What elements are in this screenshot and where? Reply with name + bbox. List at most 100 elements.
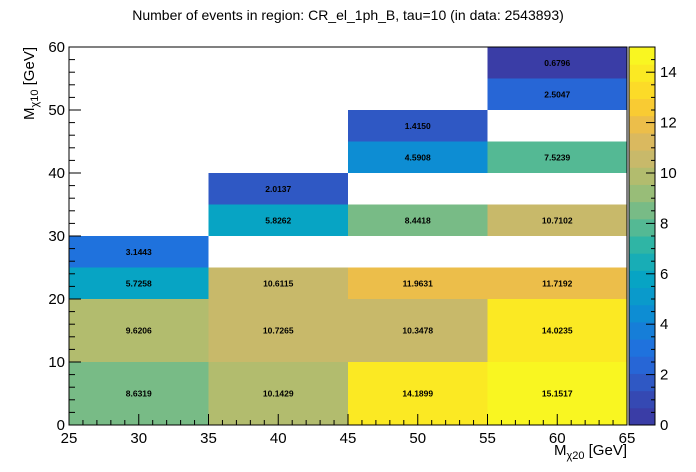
heatmap-cell <box>348 141 488 173</box>
y-tick-label: 0 <box>57 417 65 434</box>
x-tick-label: 35 <box>200 430 217 447</box>
y-axis: 0 10 20 30 40 50 60 <box>48 39 81 434</box>
color-scale-segment <box>629 287 655 306</box>
color-scale-segment <box>629 407 655 426</box>
heatmap-cell <box>348 267 488 299</box>
x-tick-label: 25 <box>61 430 78 447</box>
x-axis: 25 30 35 40 45 50 55 60 65 <box>61 414 636 447</box>
heatmap-cell <box>208 173 348 205</box>
cell-value-label: 3.1443 <box>126 247 152 257</box>
x-tick-label: 60 <box>549 430 566 447</box>
heatmap-cell <box>69 267 209 299</box>
x-tick-label: 55 <box>479 430 496 447</box>
cell-value-label: 14.1899 <box>402 389 433 399</box>
heatmap-cells <box>69 47 627 425</box>
color-scale-segment <box>629 132 655 151</box>
cell-value-label: 4.5908 <box>405 152 431 162</box>
x-tick-label: 50 <box>409 430 426 447</box>
heatmap-cell <box>487 267 627 299</box>
cell-value-label: 10.1429 <box>263 389 294 399</box>
y-tick-label: 10 <box>48 354 65 371</box>
color-scale-segment <box>629 150 655 168</box>
y-tick-label: 40 <box>48 165 65 182</box>
heatmap-cell <box>208 299 348 362</box>
heatmap-cell <box>69 236 209 268</box>
z-tick-label: 4 <box>660 316 668 333</box>
z-tick-label: 14 <box>660 64 677 81</box>
cell-value-label: 10.7102 <box>542 215 573 225</box>
y-axis-label: Mχ10 [GeV] <box>21 47 41 120</box>
color-scale-axis: 0 2 4 6 8 10 12 14 <box>646 46 677 434</box>
cell-value-label: 10.6115 <box>263 278 294 288</box>
z-tick-label: 0 <box>660 417 668 434</box>
cell-value-label: 8.4418 <box>405 215 431 225</box>
cell-value-label: 2.0137 <box>265 184 291 194</box>
heatmap-cell <box>348 110 488 142</box>
color-scale-segment <box>629 98 655 117</box>
cell-value-label: 2.5047 <box>544 89 570 99</box>
cell-value-label: 11.9631 <box>403 278 434 288</box>
cell-value-label: 5.8262 <box>265 215 291 225</box>
color-scale-segment <box>629 304 655 323</box>
cell-value-label: 9.6206 <box>126 326 152 336</box>
z-tick-label: 8 <box>660 215 668 232</box>
z-tick-label: 12 <box>660 115 677 132</box>
color-scale-segment <box>629 270 655 289</box>
color-scale-segment <box>629 390 655 409</box>
cell-value-label: 8.6319 <box>126 389 152 399</box>
heatmap-cell <box>487 299 627 362</box>
cell-value-label: 0.6796 <box>544 58 570 68</box>
color-scale-segment <box>629 81 655 100</box>
y-axis-label-unit: [GeV] <box>21 47 38 90</box>
y-tick-label: 60 <box>48 39 65 56</box>
color-scale-segment <box>629 339 655 357</box>
y-tick-label: 30 <box>48 228 65 245</box>
cell-value-label: 10.7265 <box>263 326 294 336</box>
color-scale-bar <box>628 46 656 426</box>
color-scale-segment <box>629 201 655 220</box>
color-scale-segment <box>629 64 655 82</box>
color-scale-segment <box>629 236 655 254</box>
cell-value-labels: 8.6319 9.6206 5.7258 3.1443 10.1429 10.7265 10… <box>126 58 573 399</box>
x-axis-label-sub: χ20 <box>566 450 584 462</box>
cell-value-label: 10.3478 <box>402 326 433 336</box>
cell-value-label: 5.7258 <box>126 278 152 288</box>
x-tick-label: 30 <box>130 430 147 447</box>
cell-value-label: 15.1517 <box>542 389 573 399</box>
x-tick-label: 45 <box>340 430 357 447</box>
chart-title: Number of events in region: CR_el_1ph_B,… <box>132 7 564 23</box>
z-tick-label: 2 <box>660 367 668 384</box>
heatmap-cell <box>487 141 627 173</box>
color-scale-segment <box>629 167 655 185</box>
z-tick-label: 10 <box>660 165 677 182</box>
heatmap-cell <box>348 299 488 362</box>
heatmap-cell <box>348 204 488 236</box>
cell-value-label: 1.4150 <box>405 121 431 131</box>
x-axis-label: Mχ20 [GeV] <box>554 442 627 462</box>
heatmap-cell <box>208 204 348 236</box>
y-tick-label: 20 <box>48 291 65 308</box>
y-axis-label-main: M <box>21 108 38 121</box>
z-tick-label: 6 <box>660 266 668 283</box>
heatmap-cell <box>487 47 627 79</box>
x-axis-label-unit: [GeV] <box>584 442 627 459</box>
color-scale-segment <box>629 218 655 237</box>
heatmap-cell <box>487 204 627 236</box>
cell-value-label: 14.0235 <box>542 326 573 336</box>
color-scale-segment <box>629 356 655 374</box>
x-tick-label: 65 <box>619 430 636 447</box>
color-scale-segment <box>629 373 655 392</box>
heatmap-cell <box>69 299 209 362</box>
color-scale-segment <box>629 47 655 65</box>
heatmap-cell <box>487 78 627 110</box>
x-axis-label-main: M <box>554 442 567 459</box>
cell-value-label: 11.7192 <box>542 278 573 288</box>
color-scale-segment <box>629 184 655 203</box>
y-axis-label-sub: χ10 <box>29 90 41 108</box>
cell-value-label: 7.5239 <box>544 152 570 162</box>
color-scale-segment <box>629 321 655 340</box>
y-tick-label: 50 <box>48 102 65 119</box>
x-tick-label: 40 <box>270 430 287 447</box>
color-scale-segment <box>629 253 655 271</box>
